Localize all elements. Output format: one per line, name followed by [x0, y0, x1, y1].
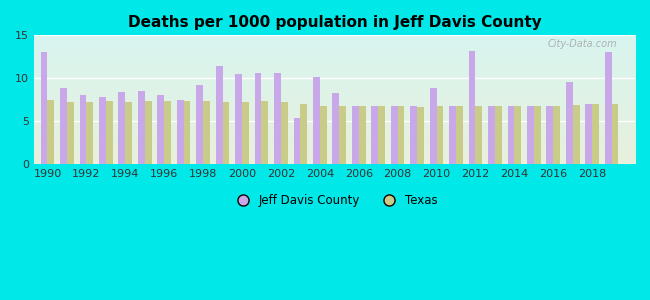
Bar	[456, 106, 463, 164]
Bar	[508, 106, 514, 164]
Bar	[352, 106, 359, 164]
Bar	[242, 102, 249, 164]
Bar	[371, 106, 378, 164]
Bar	[527, 106, 534, 164]
Bar	[592, 104, 599, 164]
Bar	[294, 118, 300, 164]
Bar	[281, 102, 288, 164]
Bar	[378, 106, 385, 164]
Bar	[469, 51, 475, 164]
Bar	[184, 101, 190, 164]
Bar	[391, 106, 398, 164]
Bar	[41, 52, 47, 164]
Bar	[553, 106, 560, 164]
Bar	[534, 106, 541, 164]
Text: City-Data.com: City-Data.com	[547, 39, 617, 49]
Bar	[359, 106, 365, 164]
Bar	[495, 106, 502, 164]
Bar	[605, 52, 612, 164]
Title: Deaths per 1000 population in Jeff Davis County: Deaths per 1000 population in Jeff Davis…	[127, 15, 541, 30]
Bar	[514, 106, 521, 164]
Bar	[255, 73, 261, 164]
Bar	[547, 106, 553, 164]
Bar	[216, 66, 222, 164]
Bar	[138, 91, 145, 164]
Bar	[300, 104, 307, 164]
Bar	[157, 95, 164, 164]
Bar	[118, 92, 125, 164]
Bar	[586, 104, 592, 164]
Bar	[47, 100, 55, 164]
Bar	[222, 102, 229, 164]
Bar	[125, 102, 132, 164]
Bar	[274, 73, 281, 164]
Bar	[60, 88, 67, 164]
Bar	[203, 101, 210, 164]
Bar	[79, 95, 86, 164]
Bar	[164, 101, 171, 164]
Bar	[398, 106, 404, 164]
Bar	[145, 101, 151, 164]
Bar	[417, 107, 424, 164]
Bar	[333, 93, 339, 164]
Bar	[449, 106, 456, 164]
Bar	[86, 102, 93, 164]
Bar	[430, 88, 437, 164]
Bar	[488, 106, 495, 164]
Bar	[475, 106, 482, 164]
Bar	[339, 106, 346, 164]
Bar	[612, 104, 618, 164]
Bar	[320, 106, 327, 164]
Bar	[67, 102, 73, 164]
Bar	[573, 105, 580, 164]
Legend: Jeff Davis County, Texas: Jeff Davis County, Texas	[227, 190, 442, 212]
Bar	[410, 106, 417, 164]
Bar	[313, 77, 320, 164]
Bar	[177, 100, 184, 164]
Bar	[235, 74, 242, 164]
Bar	[99, 97, 106, 164]
Bar	[106, 101, 112, 164]
Bar	[437, 106, 443, 164]
Bar	[566, 82, 573, 164]
Bar	[196, 85, 203, 164]
Bar	[261, 101, 268, 164]
